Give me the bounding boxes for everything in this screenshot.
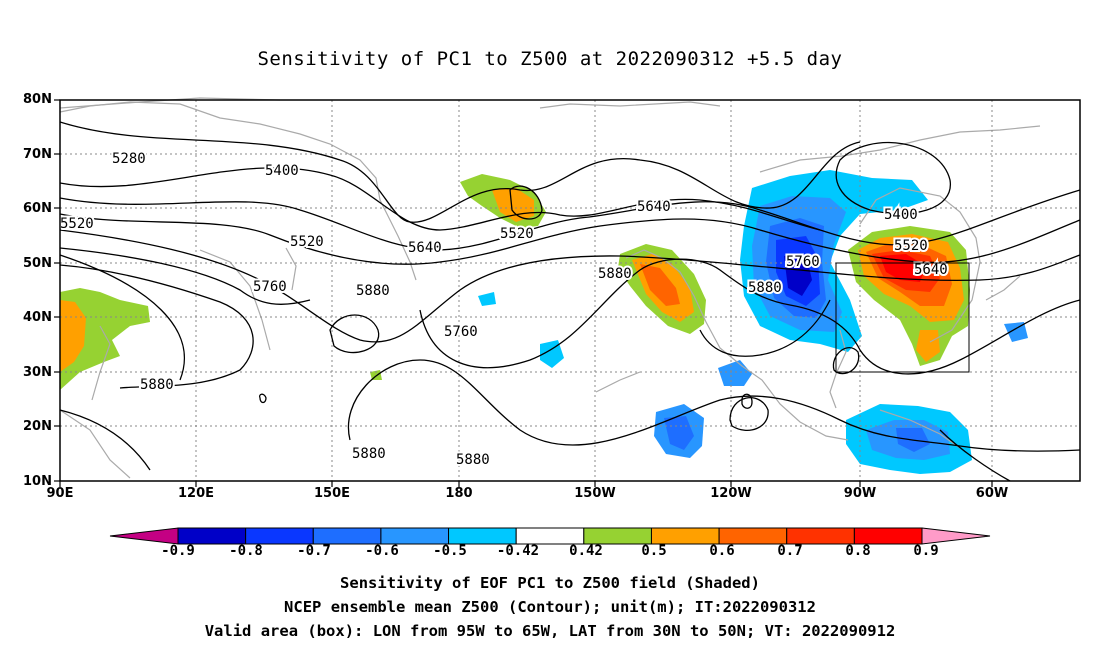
colorbar-swatch [312,527,382,545]
x-tick-label: 120W [710,486,752,501]
colorbar-label: 0.7 [777,543,803,559]
contour-label: 5880 [356,283,390,299]
contour-label: 5760 [253,279,287,295]
colorbar-label: -0.9 [161,543,195,559]
colorbar-swatch [177,527,247,545]
contour-label: 5520 [894,238,928,254]
y-tick-label: 80N [23,92,52,107]
sensitivity-shading [60,170,1028,474]
axis-ticks [54,99,993,487]
contour-label: 5520 [290,234,324,250]
colorbar-swatch [515,527,585,545]
colorbar-swatch [245,527,314,545]
y-tick-label: 20N [23,419,52,434]
x-tick-label: 150E [313,486,351,501]
caption-line-3: Valid area (box): LON from 95W to 65W, L… [204,622,896,640]
colorbar-swatch [380,527,450,545]
y-tick-label: 60N [23,201,52,216]
contour-label: 5880 [748,280,782,296]
x-tick-label: 60W [975,486,1009,501]
contour-labels: 5280 5400 5520 5520 5640 5520 5760 5880 … [58,149,950,470]
z500-contours [59,121,1081,482]
x-tick-label: 90E [46,486,74,501]
contour-label: 5640 [637,199,671,215]
chart-title: Sensitivity of PC1 to Z500 at 2022090312… [257,48,843,70]
contour-label: 5400 [265,163,299,179]
y-tick-label: 30N [23,365,52,380]
colorbar-swatch [853,527,923,545]
colorbar-swatch [718,527,788,545]
colorbar-label: 0.6 [709,543,735,559]
colorbar-max-arrow [921,527,991,545]
colorbar-label: -0.6 [365,543,399,559]
colorbar-min-arrow [109,527,179,545]
y-tick-label: 50N [23,256,52,271]
colorbar-label: -0.42 [496,543,540,559]
colorbar-swatch [786,527,855,545]
contour-label: 5880 [598,266,632,282]
caption-line-1: Sensitivity of EOF PC1 to Z500 field (Sh… [340,574,760,592]
x-tick-label: 90W [843,486,877,501]
contour-label: 5880 [456,452,490,468]
colorbar-swatch [583,527,652,545]
colorbar-label: -0.8 [229,543,263,559]
colorbar-swatch [448,527,517,545]
contour-label: 5520 [500,226,534,242]
contour-label: 5640 [914,262,948,278]
contour-label: 5520 [60,216,94,232]
colorbar-label: -0.5 [433,543,467,559]
plot-frame [59,99,1081,482]
colorbar-swatch [650,527,720,545]
contour-label: 5760 [786,254,820,270]
y-tick-label: 10N [23,474,52,489]
contour-label: 5280 [112,151,146,167]
y-tick-label: 70N [23,147,52,162]
x-tick-label: 120E [177,486,215,501]
contour-label: 5640 [408,240,442,256]
caption-line-2: NCEP ensemble mean Z500 (Contour); unit(… [284,598,816,616]
x-tick-label: 180 [445,486,473,501]
contour-label: 5880 [140,377,174,393]
x-tick-label: 150W [574,486,616,501]
contour-label: 5400 [884,207,918,223]
contour-label: 5760 [444,324,478,340]
colorbar-label: 0.9 [913,543,939,559]
colorbar-label: 0.8 [845,543,871,559]
colorbar-label: -0.7 [297,543,331,559]
colorbar-label: 0.42 [569,543,603,559]
contour-label: 5880 [352,446,386,462]
colorbar [109,527,991,545]
y-tick-label: 40N [23,310,52,325]
colorbar-label: 0.5 [641,543,667,559]
valid-area-box [835,262,970,373]
